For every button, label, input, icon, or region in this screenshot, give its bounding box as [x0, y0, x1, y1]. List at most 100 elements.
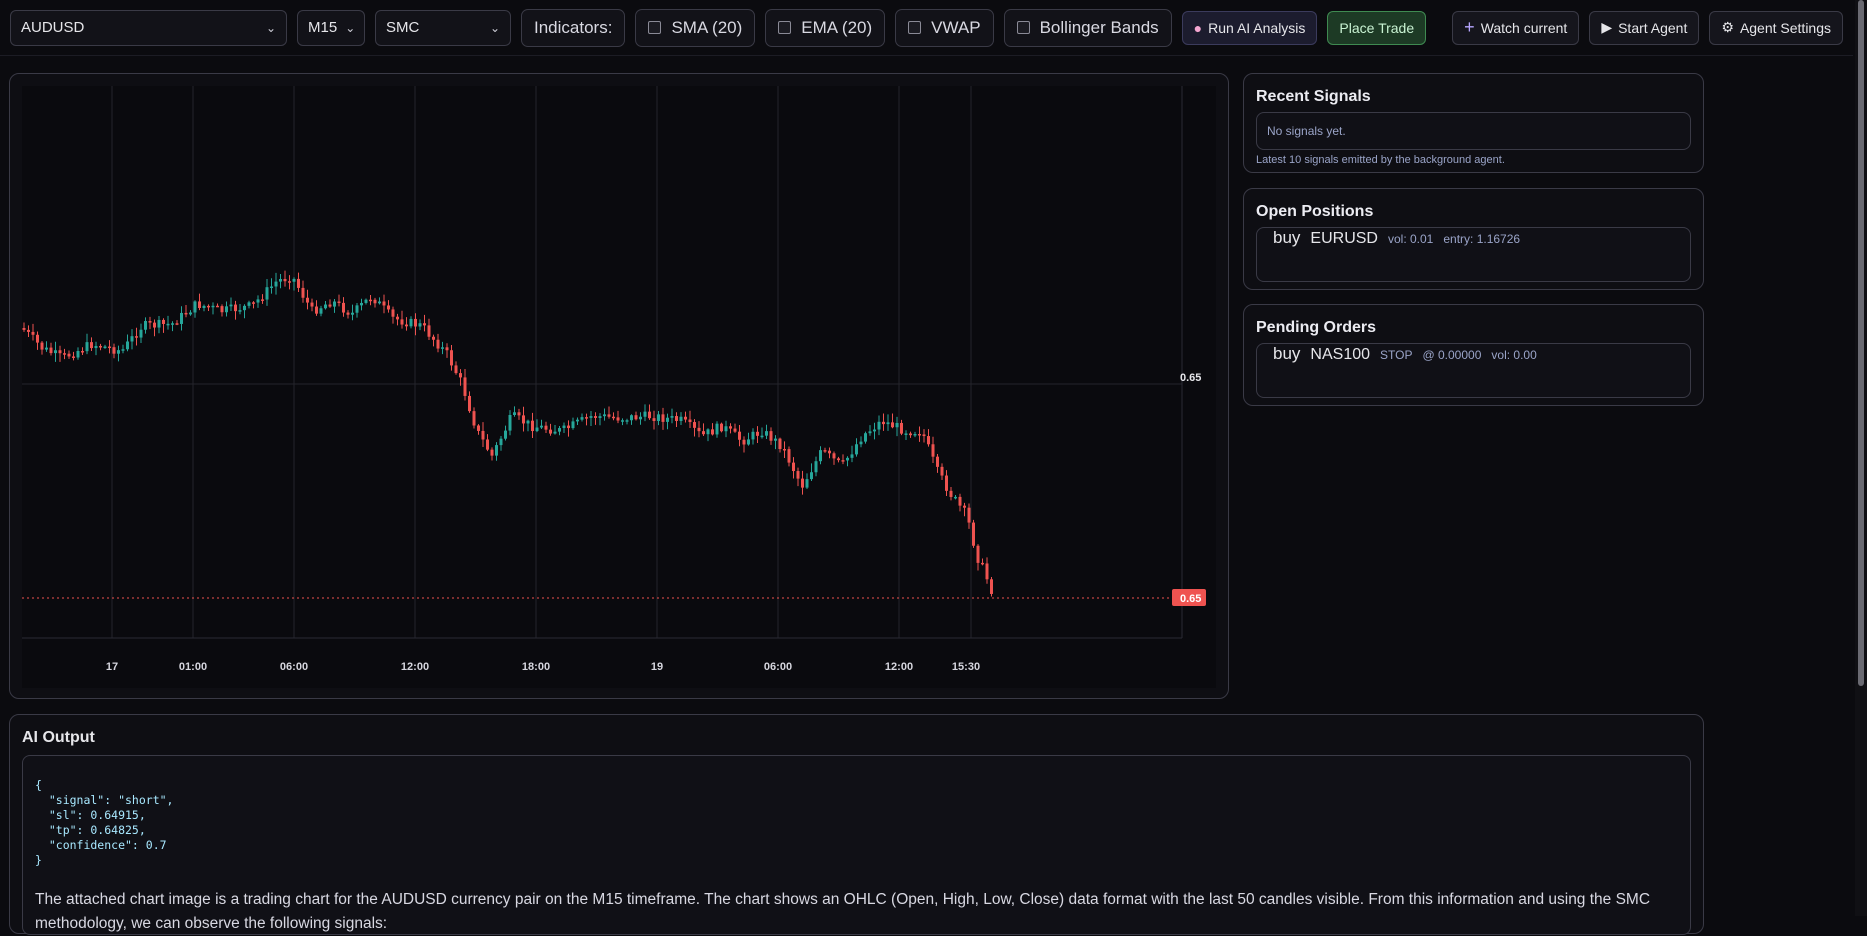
candle-body [328, 304, 332, 307]
candle-body [819, 450, 822, 462]
candle-body [432, 336, 435, 340]
candle-body [688, 419, 692, 423]
candle-body [477, 425, 480, 431]
candle-body [504, 430, 507, 439]
candle-body [360, 302, 363, 306]
candle-body [810, 472, 813, 480]
candle-body [346, 312, 350, 315]
open-positions-card: Open Positions buy EURUSD vol: 0.01 entr… [1243, 188, 1704, 290]
candle-body [562, 425, 566, 429]
checkbox-icon[interactable] [778, 21, 792, 34]
indicator-vwap-toggle[interactable]: VWAP [895, 8, 994, 47]
candle-body [787, 449, 791, 463]
indicator-label: Bollinger Bands [1039, 17, 1159, 37]
candlestick-chart[interactable]: 0.65 0.65 17 01:00 06:00 12:00 18:00 19 06:00 1… [22, 86, 1216, 688]
indicator-sma-toggle[interactable]: SMA (20) [635, 8, 756, 47]
order-item[interactable]: buy NAS100 STOP @ 0.00000 vol: 0.00 [1256, 343, 1691, 398]
candle-body [157, 319, 161, 328]
strategy-select[interactable]: SMC ⌄ [375, 9, 511, 46]
candle-body [913, 433, 917, 436]
chart-overlay: 0.65 0.65 [22, 372, 1206, 606]
run-ai-analysis-button[interactable]: ● Run AI Analysis [1181, 10, 1318, 45]
position-item[interactable]: buy EURUSD vol: 0.01 entry: 1.16726 [1256, 227, 1691, 282]
candle-body [310, 302, 314, 307]
position-symbol: EURUSD [1310, 230, 1378, 247]
symbol-select[interactable]: AUDUSD ⌄ [10, 9, 287, 46]
x-tick-label: 18:00 [522, 661, 550, 673]
candle-body [742, 439, 746, 445]
indicator-label: EMA (20) [801, 17, 873, 37]
candle-body [499, 438, 503, 446]
agent-settings-label: Agent Settings [1739, 19, 1831, 36]
candle-body [337, 301, 341, 304]
agent-settings-button[interactable]: ⚙ Agent Settings [1709, 10, 1843, 45]
place-trade-button[interactable]: Place Trade [1327, 10, 1427, 45]
pending-orders-title: Pending Orders [1256, 319, 1377, 336]
candle-body [472, 411, 476, 426]
candle-body [220, 306, 224, 313]
candle-body [945, 475, 948, 491]
candle-body [180, 312, 183, 324]
candle-body [45, 347, 48, 350]
checkbox-icon[interactable] [648, 21, 662, 34]
candle-body [301, 287, 305, 298]
indicators-label-text: Indicators: [534, 17, 613, 37]
candle-body [738, 431, 741, 440]
checkbox-icon[interactable] [1016, 21, 1030, 34]
candle-body [175, 323, 179, 325]
candle-body [27, 329, 30, 332]
watch-current-button[interactable]: + Watch current [1452, 10, 1580, 45]
candle-body [333, 301, 336, 307]
candle-body [594, 416, 597, 418]
candle-body [877, 421, 881, 430]
page-scrollbar[interactable] [1855, 0, 1867, 916]
timeframe-select[interactable]: M15 ⌄ [297, 9, 365, 46]
order-symbol: NAS100 [1310, 346, 1371, 363]
candle-body [706, 429, 710, 435]
signals-empty-text: No signals yet. [1267, 124, 1346, 138]
candle-body [247, 302, 251, 306]
candle-body [981, 562, 984, 565]
candle-body [882, 421, 885, 425]
order-volume: vol: 0.00 [1491, 348, 1537, 362]
candle-body [760, 435, 764, 438]
candle-body [207, 305, 210, 308]
candle-body [616, 417, 620, 421]
current-price-badge [1172, 589, 1206, 606]
candle-body [990, 579, 993, 594]
x-tick-label: 15:30 [952, 661, 980, 673]
price-chart[interactable]: 0.65 0.65 17 01:00 06:00 12:00 18:00 19 06:00 1… [22, 86, 1216, 688]
current-price-label: 0.65 [1180, 593, 1201, 605]
scrollbar-thumb[interactable] [1858, 0, 1864, 686]
candle-body [126, 341, 129, 350]
indicator-label: VWAP [931, 17, 981, 37]
start-agent-button[interactable]: ▶ Start Agent [1589, 10, 1700, 45]
candle-body [603, 414, 606, 417]
candle-body [693, 422, 696, 428]
candle-body [441, 347, 444, 349]
position-volume: vol: 0.01 [1387, 232, 1434, 246]
candle-body [733, 428, 737, 432]
indicator-bollinger-toggle[interactable]: Bollinger Bands [1003, 8, 1172, 47]
candle-body [540, 425, 543, 428]
candle-body [486, 439, 489, 450]
candle-body [364, 299, 368, 303]
candle-body [459, 373, 462, 378]
candle-body [630, 415, 633, 421]
candle-body [922, 434, 926, 437]
candle-body [796, 471, 800, 479]
candle-body [652, 418, 656, 421]
candle-body [927, 436, 930, 445]
candle-body [625, 420, 629, 422]
candle-body [954, 496, 957, 499]
candle-body [261, 299, 264, 301]
candle-body [373, 299, 377, 304]
ai-output-content: { "signal": "short", "sl": 0.64915, "tp"… [22, 755, 1691, 935]
indicator-ema-toggle[interactable]: EMA (20) [765, 8, 886, 47]
candle-body [909, 433, 912, 436]
candle-body [211, 305, 215, 308]
toolbar: AUDUSD ⌄ M15 ⌄ SMC ⌄ Indicators: SMA (20… [0, 0, 1853, 56]
candle-body [801, 478, 804, 488]
checkbox-icon[interactable] [908, 21, 922, 34]
position-side: buy [1273, 228, 1301, 247]
